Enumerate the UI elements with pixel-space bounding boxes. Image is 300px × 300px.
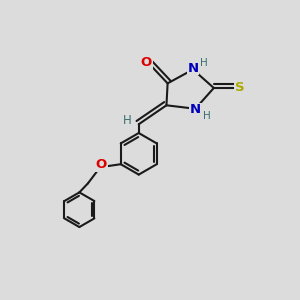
Text: O: O — [96, 158, 107, 171]
Text: H: H — [202, 111, 210, 122]
Text: H: H — [200, 58, 208, 68]
Text: O: O — [141, 56, 152, 69]
Text: N: N — [190, 103, 201, 116]
Text: S: S — [235, 82, 244, 94]
Text: H: H — [123, 114, 132, 127]
Text: N: N — [188, 62, 199, 75]
